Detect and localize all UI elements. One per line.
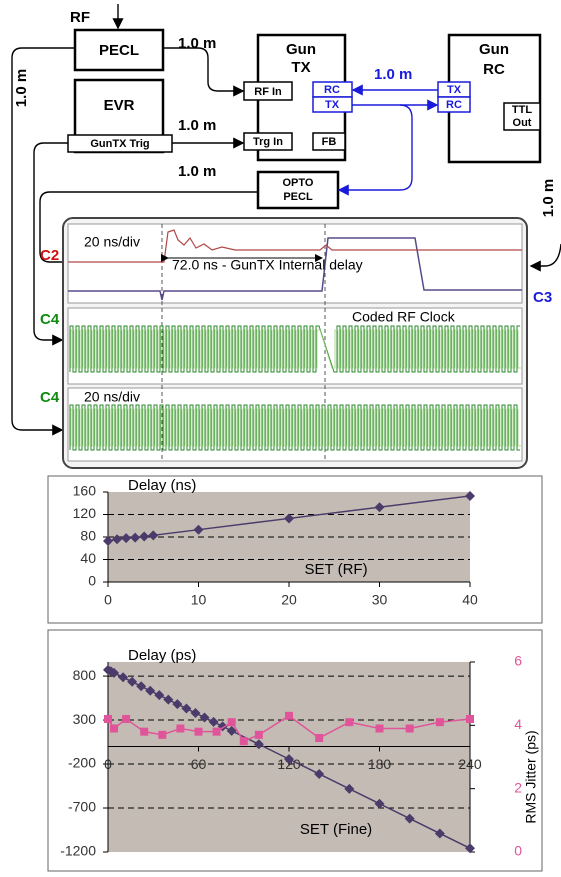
- data-point: [315, 734, 323, 742]
- cable-label: 1.0 m: [178, 163, 216, 180]
- data-point: [345, 718, 353, 726]
- x-tick-label: 20: [281, 592, 297, 608]
- data-point: [158, 731, 166, 739]
- chart-title: Delay (ns): [128, 477, 196, 494]
- data-point: [140, 728, 148, 736]
- y2-tick-label: 6: [514, 653, 522, 669]
- cable-label: 1.0 m: [540, 179, 557, 217]
- y-tick-label: 80: [80, 528, 96, 544]
- evr-label: EVR: [104, 97, 135, 114]
- y-tick-label: 40: [80, 550, 96, 566]
- y-tick-label: 800: [73, 667, 97, 683]
- data-point: [110, 725, 118, 733]
- cable-label: 1.0 m: [178, 117, 216, 134]
- tx-port-label: TX: [325, 99, 340, 111]
- opto-pecl-label: PECL: [283, 191, 313, 203]
- y-tick-label: -200: [68, 755, 96, 771]
- rc-port-label: RC: [324, 84, 340, 96]
- data-point: [255, 731, 263, 739]
- fiber: [339, 105, 412, 190]
- y-tick-label: 300: [73, 711, 97, 727]
- y-tick-label: 0: [88, 573, 96, 589]
- x-tick-label: 180: [368, 756, 392, 772]
- cable: [531, 244, 561, 266]
- x-tick-label: 0: [104, 592, 112, 608]
- data-point: [176, 725, 184, 733]
- guntx-trig-label: GunTX Trig: [90, 138, 149, 150]
- channel-label: C3: [533, 289, 552, 306]
- opto-pecl-label: OPTO: [283, 177, 314, 189]
- cable: [163, 48, 243, 91]
- data-point: [195, 728, 203, 736]
- pecl-label: PECL: [99, 42, 139, 59]
- gun-tx-title: TX: [291, 59, 310, 76]
- page: RF PECL EVR GunTX Trig Gun TX RF In Trg …: [0, 0, 561, 872]
- x-tick-label: 40: [462, 592, 478, 608]
- gun-rc-title: RC: [483, 61, 505, 78]
- data-point: [285, 712, 293, 720]
- data-point: [376, 725, 384, 733]
- y2-tick-label: 2: [514, 779, 522, 795]
- data-point: [104, 715, 112, 723]
- data-point: [213, 728, 221, 736]
- tx-port-label: TX: [447, 84, 462, 96]
- channel-label: C2: [40, 247, 59, 264]
- data-point: [436, 718, 444, 726]
- ttl-out-label: Out: [513, 117, 532, 129]
- y2-tick-label: 4: [514, 716, 522, 732]
- y2-axis-label: RMS Jitter (ps): [523, 730, 539, 823]
- figure: RF PECL EVR GunTX Trig Gun TX RF In Trg …: [0, 0, 561, 872]
- y-tick-label: 160: [73, 483, 97, 499]
- data-point: [228, 718, 236, 726]
- ttl-out-label: TTL: [512, 104, 532, 116]
- rf-label: RF: [70, 9, 90, 26]
- timebase-label: 20 ns/div: [84, 389, 140, 405]
- fb-label: FB: [322, 136, 337, 148]
- rc-port-label: RC: [446, 99, 462, 111]
- rf-in-label: RF In: [254, 86, 282, 98]
- x-tick-label: 60: [191, 756, 207, 772]
- gun-rc-title: Gun: [479, 41, 509, 58]
- timebase-label: 20 ns/div: [84, 234, 140, 250]
- channel-label: C4: [40, 311, 60, 328]
- gun-tx-title: Gun: [286, 41, 316, 58]
- x-tick-label: 30: [372, 592, 388, 608]
- y2-tick-label: 0: [514, 843, 522, 859]
- cable-label: 1.0 m: [13, 69, 30, 107]
- x-tick-label: 10: [191, 592, 207, 608]
- x-axis-label: SET (RF): [305, 561, 368, 578]
- oscilloscope: 20 ns/div 72.0 ns - GunTX Internal delay…: [40, 218, 552, 468]
- data-point: [122, 715, 130, 723]
- y-tick-label: 120: [73, 505, 97, 521]
- data-point: [406, 725, 414, 733]
- clock-label: Coded RF Clock: [352, 309, 456, 325]
- data-point: [466, 715, 474, 723]
- y-tick-label: -700: [68, 799, 96, 815]
- y-tick-label: -1200: [60, 843, 96, 859]
- data-point: [240, 737, 248, 745]
- delay-label: 72.0 ns - GunTX Internal delay: [172, 257, 363, 273]
- cable-label: 1.0 m: [374, 66, 412, 83]
- x-axis-label: SET (Fine): [300, 821, 372, 838]
- channel-label: C4: [40, 389, 60, 406]
- trg-in-label: Trg In: [253, 136, 283, 148]
- cable-label: 1.0 m: [178, 35, 216, 52]
- chart-title: Delay (ps): [128, 647, 196, 664]
